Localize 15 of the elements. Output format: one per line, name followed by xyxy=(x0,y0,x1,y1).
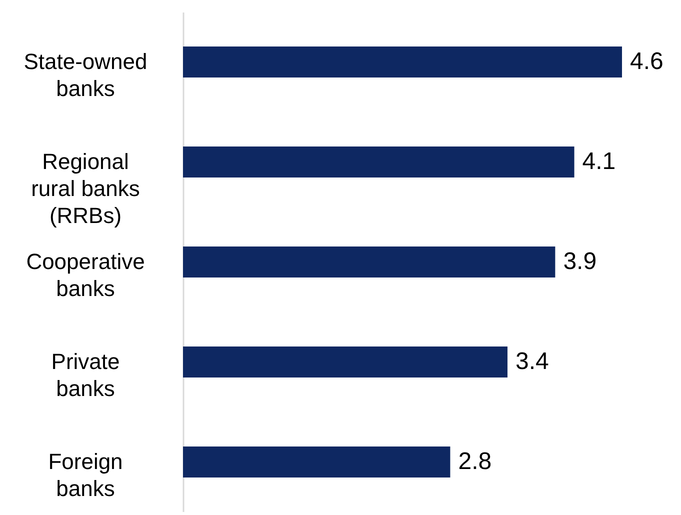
data-label: 3.9 xyxy=(563,248,597,275)
y-tick-label: Private banks xyxy=(51,349,120,401)
bar xyxy=(183,46,622,78)
data-label: 4.1 xyxy=(582,148,616,175)
bar xyxy=(183,346,508,378)
y-tick-label: Cooperative banks xyxy=(26,249,145,301)
y-tick-label: Regional rural banks (RRBs) xyxy=(31,149,140,228)
y-tick-label: Foreign banks xyxy=(48,449,123,501)
y-tick-label: State-owned banks xyxy=(24,49,148,101)
data-label: 3.4 xyxy=(515,348,549,375)
bar xyxy=(183,146,574,178)
data-label: 2.8 xyxy=(458,448,492,475)
bar xyxy=(183,446,450,478)
bar xyxy=(183,246,556,278)
data-label: 4.6 xyxy=(630,48,664,75)
